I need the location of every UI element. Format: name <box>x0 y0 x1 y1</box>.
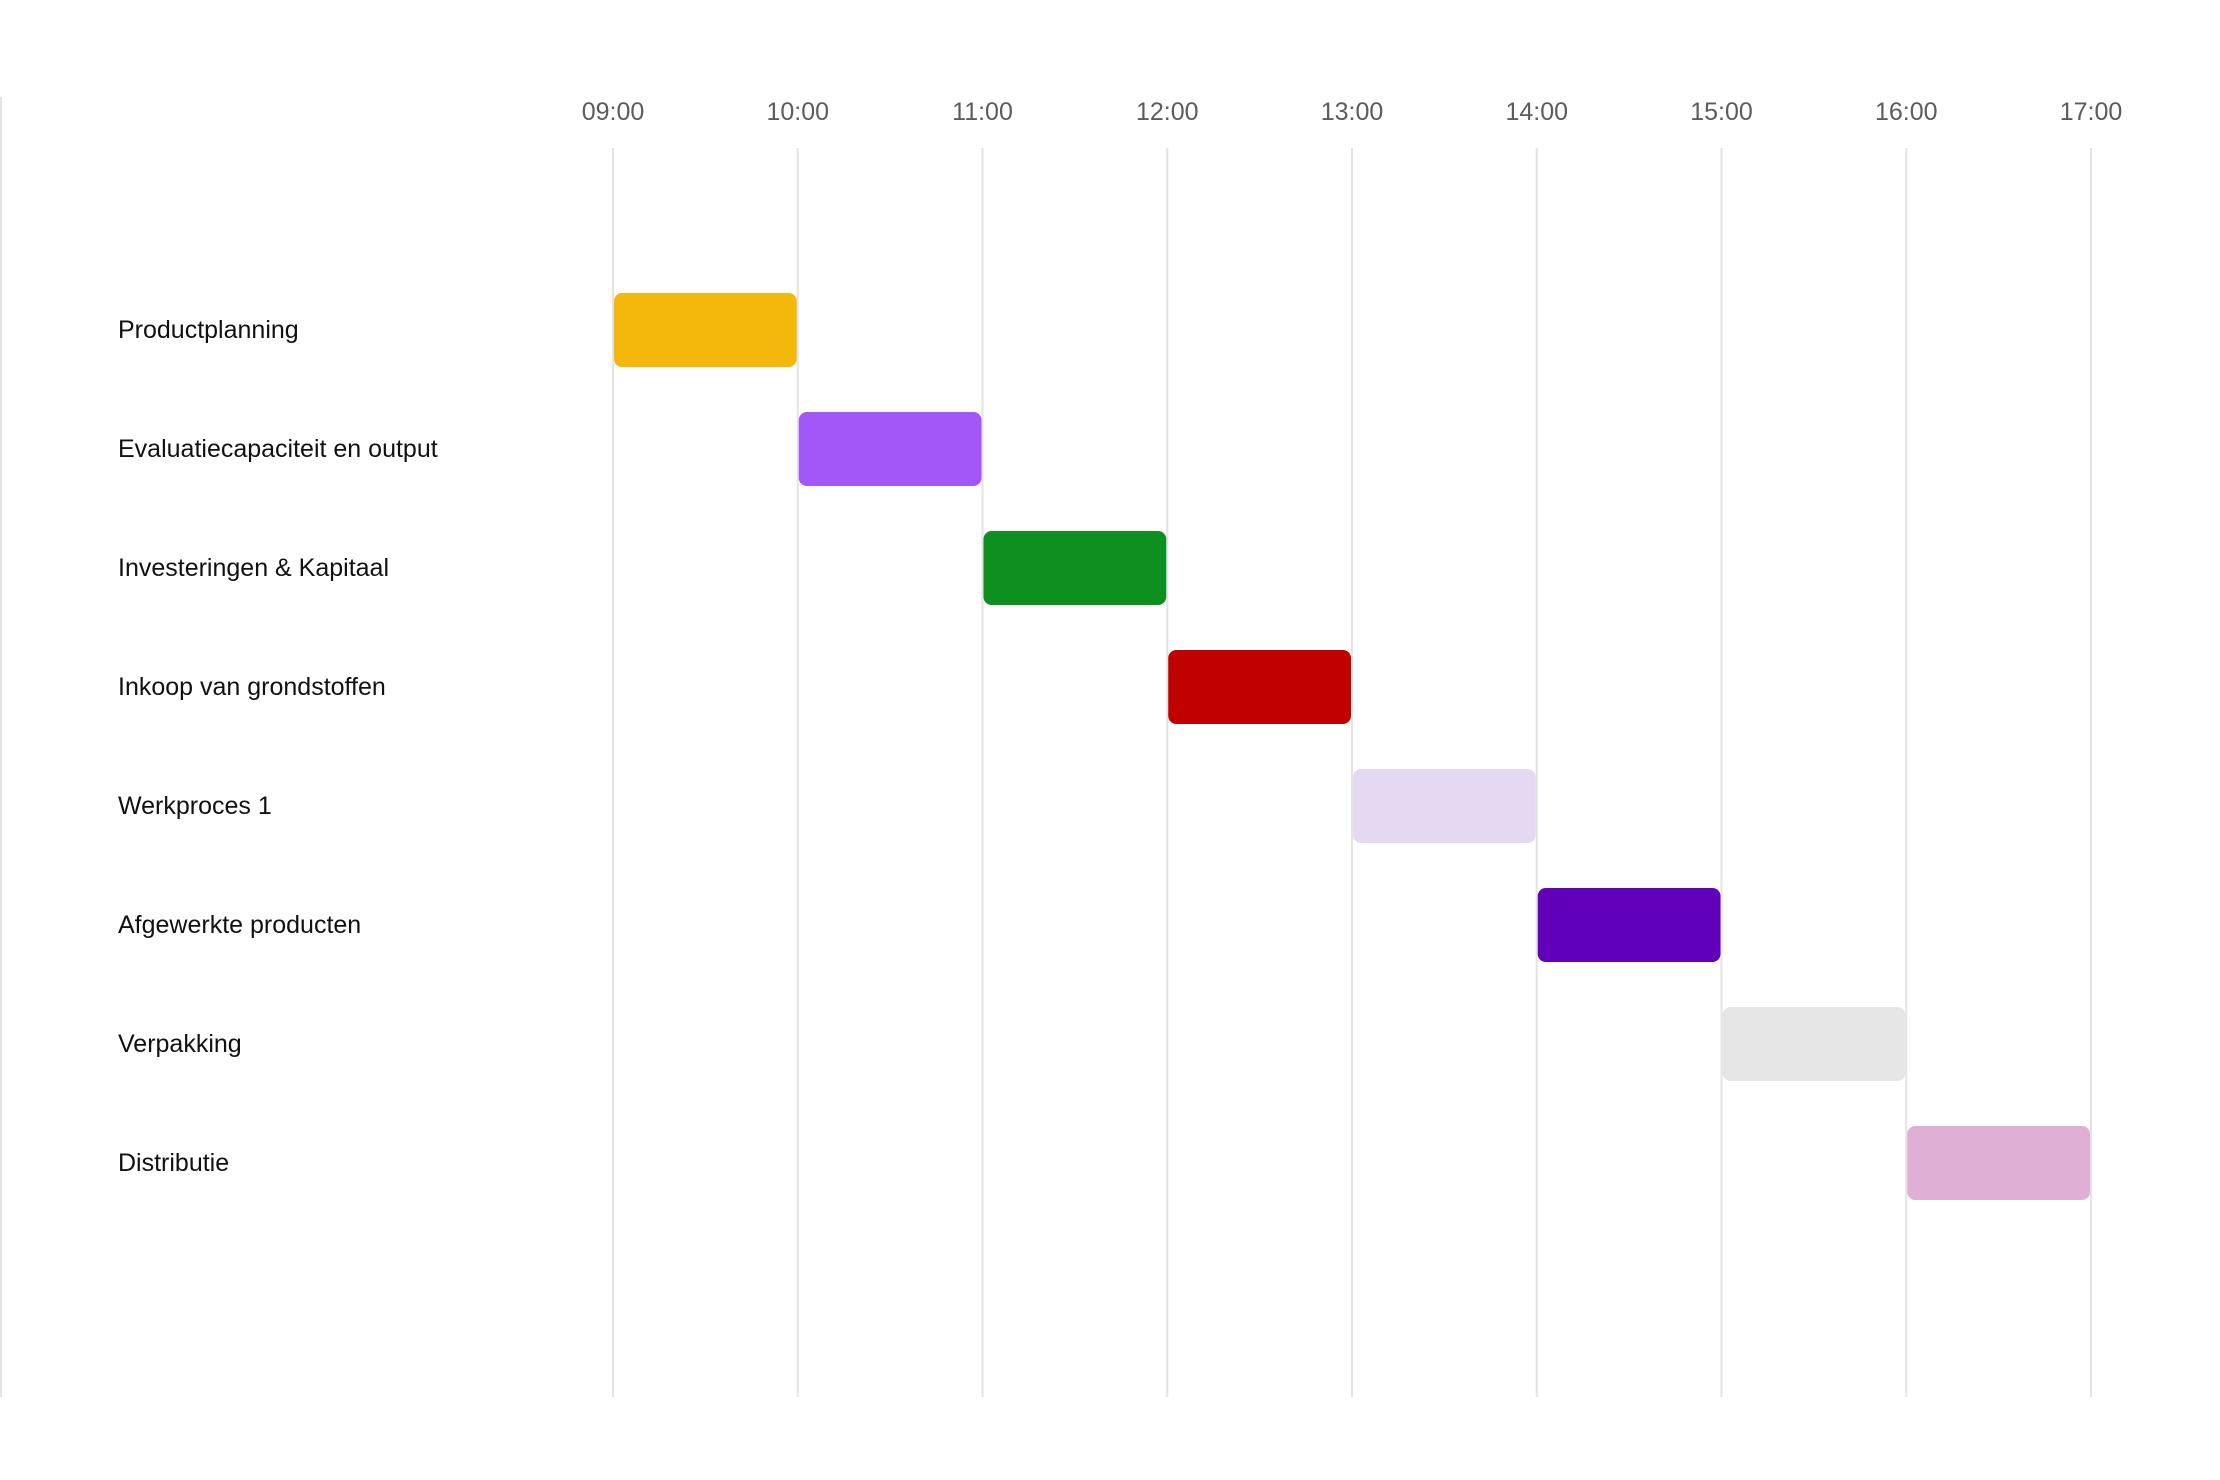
x-tick-label: 12:00 <box>1136 98 1199 126</box>
x-axis-ticks: 09:00 10:00 11:00 12:00 13:00 14:00 15:00 16:00… <box>582 98 2123 126</box>
gridlines <box>612 148 2092 1397</box>
task-bar <box>1907 1126 2090 1200</box>
x-tick-label: 13:00 <box>1321 98 1384 126</box>
task-label: Productplanning <box>118 316 299 344</box>
x-tick-label: 11:00 <box>952 98 1013 126</box>
task-bars <box>614 293 2090 1200</box>
task-bar <box>614 293 797 367</box>
task-bar <box>798 412 982 486</box>
x-tick-label: 10:00 <box>766 98 829 126</box>
task-label: Distributie <box>118 1149 229 1177</box>
task-label: Afgewerkte producten <box>118 911 361 939</box>
task-label: Werkproces 1 <box>118 792 272 820</box>
task-label: Inkoop van grondstoffen <box>118 673 386 701</box>
x-tick-label: 14:00 <box>1505 98 1568 126</box>
x-tick-label: 15:00 <box>1690 98 1753 126</box>
task-label: Investeringen & Kapitaal <box>118 554 389 582</box>
task-label: Evaluatiecapaciteit en output <box>118 435 438 463</box>
task-label: Verpakking <box>118 1030 242 1058</box>
x-tick-label: 16:00 <box>1875 98 1938 126</box>
task-bar <box>983 531 1167 605</box>
x-tick-label: 09:00 <box>582 98 645 126</box>
task-bar <box>1722 1007 1906 1081</box>
task-labels: Productplanning Evaluatiecapaciteit en ou… <box>118 316 438 1177</box>
task-bar <box>1537 888 1721 962</box>
task-bar <box>1168 650 1351 724</box>
x-tick-label: 17:00 <box>2060 98 2123 126</box>
task-bar <box>1353 769 1536 843</box>
